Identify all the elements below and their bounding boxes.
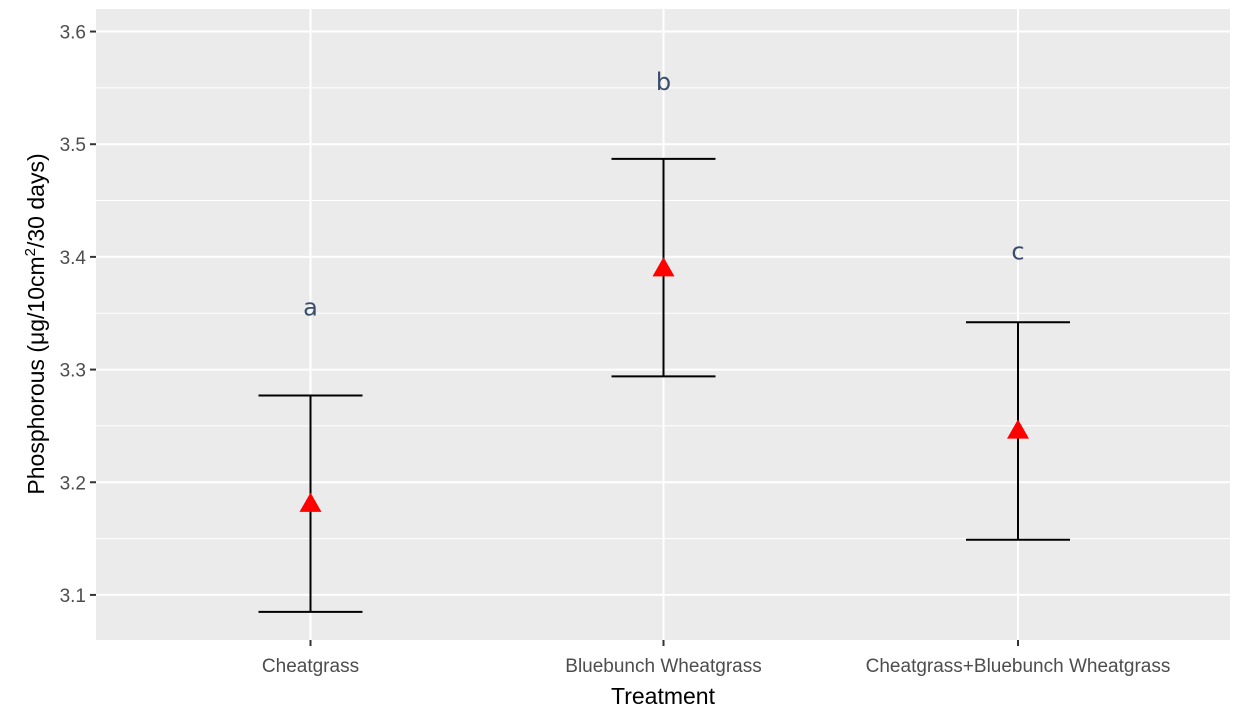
y-tick-label: 3.1 (60, 586, 86, 607)
x-axis-title: Treatment (611, 683, 716, 709)
y-tick-label: 3.3 (60, 361, 86, 382)
x-axis-ticks: Cheatgrass Bluebunch Wheatgrass Cheatgrass… (262, 640, 1170, 677)
x-tick-label: Cheatgrass+Bluebunch Wheatgrass (866, 656, 1171, 677)
y-tick-label: 3.4 (60, 248, 87, 269)
mean-marker (299, 492, 322, 512)
y-axis-title-tail: /30 days) (23, 153, 49, 248)
y-axis-title-main: Phosphorous (μg/10cm (23, 256, 49, 494)
mean-marker (652, 257, 675, 277)
y-axis-title: Phosphorous (μg/10cm2/30 days) (22, 153, 49, 494)
y-axis-title-superscript: 2 (22, 248, 39, 256)
y-axis-ticks: 3.1 3.2 3.3 3.4 3.5 3.6 (60, 23, 96, 607)
y-tick-label: 3.5 (60, 135, 86, 156)
y-tick-label: 3.6 (60, 23, 86, 44)
mean-marker (1007, 419, 1029, 439)
data-marks: a b c (258, 68, 1070, 613)
y-tick-label: 3.2 (60, 473, 86, 494)
x-tick-label: Bluebunch Wheatgrass (565, 656, 761, 677)
group-letter: c (1011, 237, 1024, 265)
x-tick-label: Cheatgrass (262, 656, 359, 677)
group-letter: b (656, 68, 671, 96)
group-letter: a (303, 294, 318, 322)
